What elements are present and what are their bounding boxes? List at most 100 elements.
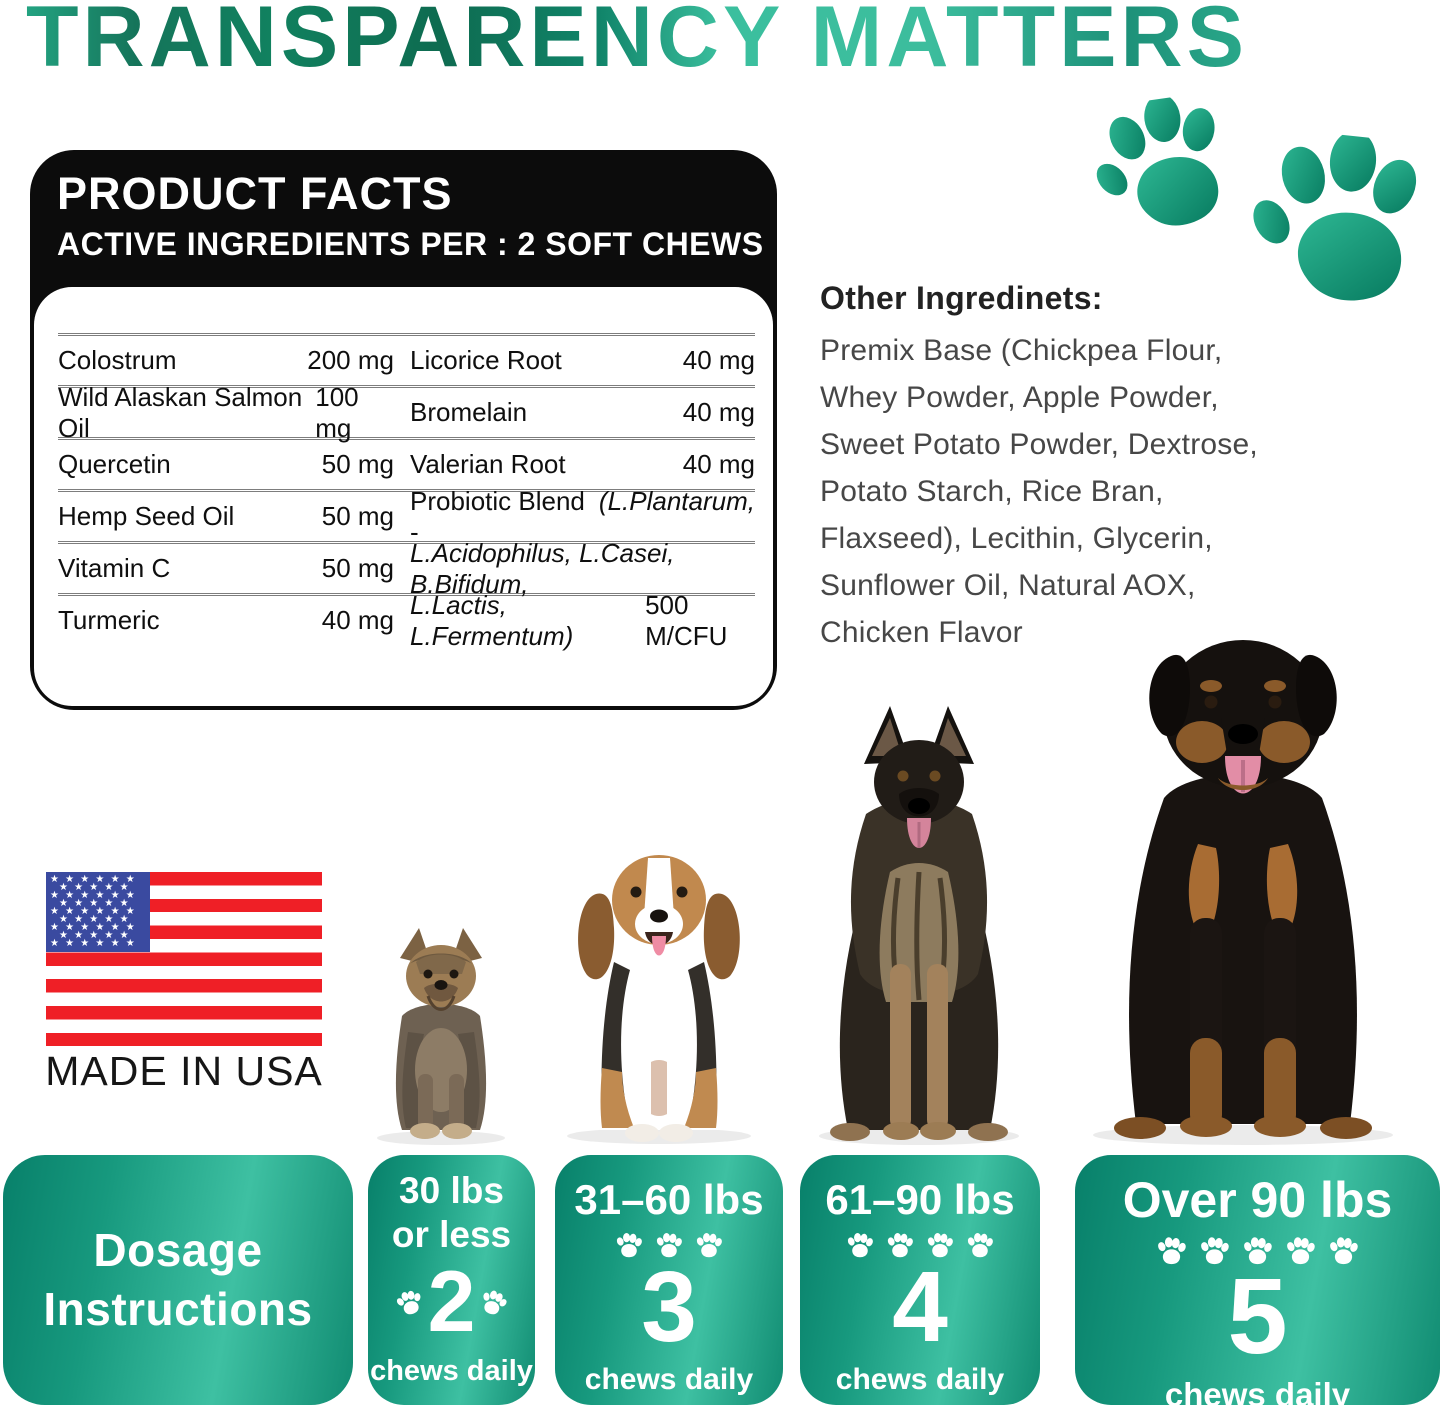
dosage-card-over-90lbs: Over 90 lbs 5 chews daily [1075,1155,1440,1408]
paw-print-icon [696,1233,722,1258]
paw-print-icon [483,1290,507,1314]
chews-daily-label: chews daily [370,1355,533,1387]
ingredient-amount: 40 mg [682,345,755,375]
paw-print-icon [656,1233,682,1258]
ingredient-amount: 40 mg [321,605,394,635]
ingredient-name: Valerian Root [410,449,566,479]
ingredient-cell: Wild Alaskan Salmon Oil 100 mg [58,382,410,444]
table-row: Hemp Seed Oil 50 mg Probiotic Blend - (L… [58,486,755,547]
medium-dog-beagle-image [567,855,751,1144]
ingredients-table: Colostrum 200 mg Licorice Root 40 mg Wil… [34,287,773,706]
large-dog-german-shepherd-image [819,706,1019,1145]
product-facts-card: PRODUCT FACTS ACTIVE INGREDIENTS PER : 2… [30,150,777,710]
table-row: Vitamin C 50 mg L.Acidophilus, L.Casei, … [58,538,755,599]
other-ingredients-line: Chicken Flavor [820,616,1023,649]
dosage-title-line: Dosage [93,1224,263,1276]
paw-print-icon [887,1233,913,1258]
ingredient-name: Licorice Root [410,345,562,375]
ingredient-amount: 40 mg [682,397,755,427]
ingredient-amount: 50 mg [321,501,394,531]
ingredient-cell: Colostrum 200 mg [58,345,410,376]
ingredient-name-italic: L.Lactis, L.Fermentum) [410,589,574,651]
ingredient-amount: 50 mg [321,449,394,479]
other-ingredients-line: Sweet Potato Powder, Dextrose, [820,428,1258,461]
paw-print-icons [396,1289,423,1316]
paw-print-icons [555,1231,783,1259]
ingredient-name: Probiotic Blend - [410,485,585,547]
paw-print-icon [927,1233,953,1258]
ingredient-amount: 50 mg [321,553,394,583]
chews-daily-label: chews daily [835,1363,1005,1396]
other-ingredients-line: Premix Base (Chickpea Flour, [820,334,1223,367]
other-ingredients-section: Other Ingredinets: Premix Base (Chickpea… [820,280,1290,656]
ingredient-name: Colostrum [58,345,177,375]
ingredient-name: Hemp Seed Oil [58,501,235,531]
other-ingredients-line: Flaxseed), Lecithin, Glycerin, [820,522,1213,555]
weight-range-label: 30 lbs [399,1170,504,1211]
table-row: Quercetin 50 mg Valerian Root 40 mg [58,437,755,489]
dosage-instructions-card: Dosage Instructions [3,1155,353,1405]
dosage-title-line: Instructions [43,1283,313,1335]
paw-print-icon [616,1233,642,1258]
ingredient-name: Wild Alaskan Salmon Oil [58,381,303,443]
ingredient-name: Bromelain [410,397,528,427]
paw-print-icons [480,1289,507,1316]
paw-print-icon [1287,1237,1315,1265]
ingredient-name-italic: L.Acidophilus, L.Casei, B.Bifidum, [410,537,675,599]
paw-print-icon [1330,1237,1358,1265]
dosage-card-30lbs-or-less: 30 lbs or less 2 chews daily [368,1155,535,1405]
weight-range-label: 61–90 lbs [825,1176,1015,1223]
paw-print-icon [1096,94,1219,226]
dosage-card-61-90lbs: 61–90 lbs 4 chews daily [800,1155,1040,1405]
other-ingredients-heading: Other Ingredinets: [820,280,1103,316]
ingredient-name: Quercetin [58,449,171,479]
ingredient-cell: Bromelain 40 mg [410,397,755,428]
other-ingredients-line: Whey Powder, Apple Powder, [820,381,1219,414]
chew-count: 5 [1227,1255,1288,1376]
ingredient-suffix: 500 M/CFU [645,589,728,651]
other-ingredients-line: Potato Starch, Rice Bran, [820,475,1164,508]
paw-print-icon [967,1233,993,1258]
chew-count: 4 [892,1251,948,1363]
paw-print-icon [1244,1237,1272,1265]
product-facts-title: PRODUCT FACTS [57,168,453,219]
ingredient-name-italic: (L.Plantarum, [598,485,755,516]
chews-daily-label: chews daily [584,1363,754,1396]
flag-stars [59,880,130,944]
ingredient-cell: L.Lactis, L.Fermentum) 500 M/CFU [410,590,755,652]
ingredient-amount: 200 mg [307,345,394,375]
paw-print-icon [1253,130,1417,301]
page-title: TRANSPARENCY MATTERS [26,0,1248,87]
ingredient-cell: Quercetin 50 mg [58,449,410,480]
other-ingredients-line: Sunflower Oil, Natural AOX, [820,569,1196,602]
weight-range-label: or less [391,1214,512,1255]
ingredient-name: Vitamin C [58,553,171,583]
ingredient-cell: Hemp Seed Oil 50 mg [58,501,410,532]
dosage-card-31-60lbs: 31–60 lbs 3 chews daily [555,1155,783,1405]
table-row: Turmeric 40 mg L.Lactis, L.Fermentum) 50… [58,590,755,651]
made-in-usa-label: MADE IN USA [45,1048,323,1094]
ingredient-name: Turmeric [58,605,160,635]
small-dog-yorkshire-image [377,928,505,1145]
weight-range-label: Over 90 lbs [1122,1172,1393,1228]
weight-range-label: 31–60 lbs [574,1176,764,1223]
chew-count: 2 [427,1254,476,1350]
ingredient-cell: Valerian Root 40 mg [410,449,755,480]
ingredient-cell: Probiotic Blend - (L.Plantarum, [410,486,755,548]
ingredient-amount: 100 mg [315,381,359,443]
flag-canton [46,872,150,953]
usa-flag-icon [46,872,322,1046]
paw-print-icons [800,1231,1040,1259]
table-row: Wild Alaskan Salmon Oil 100 mg Bromelain… [58,382,755,443]
table-row: Colostrum 200 mg Licorice Root 40 mg [58,333,755,385]
ingredient-cell: Vitamin C 50 mg [58,553,410,584]
paw-print-icon [847,1233,873,1258]
chews-daily-label: chews daily [1164,1376,1351,1408]
product-facts-subtitle: ACTIVE INGREDIENTS PER : 2 SOFT CHEWS [57,226,764,262]
paw-print-icon [1158,1237,1186,1265]
ingredient-cell: L.Acidophilus, L.Casei, B.Bifidum, [410,538,755,600]
paw-print-icon [1201,1237,1229,1265]
paw-print-icons [1075,1235,1440,1266]
ingredient-cell: Licorice Root 40 mg [410,345,755,376]
